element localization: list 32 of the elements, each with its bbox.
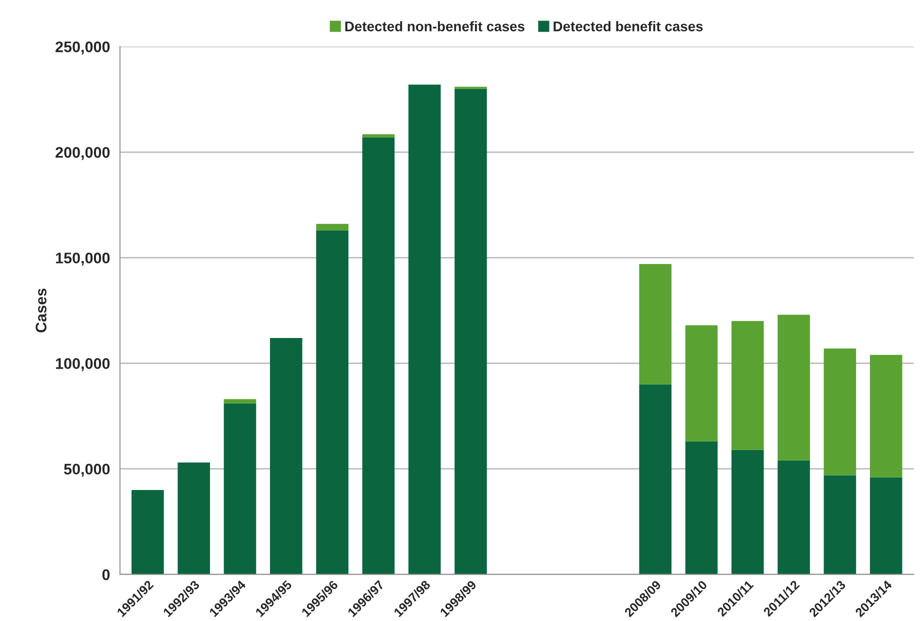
y-tick-label: 250,000 [56,41,110,54]
bar [824,348,856,476]
bar [270,338,302,574]
bar [362,134,395,138]
y-tick-label: 50,000 [64,464,110,477]
bar [224,399,256,404]
y-tick-label: 100,000 [56,358,110,372]
bar [454,88,487,574]
bar [362,137,395,574]
bar [685,325,718,442]
bar [778,460,810,574]
bar [316,224,348,230]
legend-label: Detected benefit cases [554,21,703,32]
bar [132,490,164,574]
y-tick-label: 0 [102,569,110,580]
bar [685,441,718,574]
bar [639,384,672,574]
bar [178,462,210,574]
bar [824,475,856,574]
bar [316,230,348,574]
bar [408,84,441,574]
bar [731,321,764,450]
bar [731,450,764,574]
y-tick-label: 150,000 [56,252,110,266]
y-axis-title: Cases [36,288,46,332]
bar [639,264,672,384]
legend-label: Detected non-benefit cases [345,21,524,32]
bar [778,314,810,460]
bar [224,403,256,574]
bar [870,354,902,478]
bar [870,477,902,574]
y-tick-label: 200,000 [56,147,110,160]
